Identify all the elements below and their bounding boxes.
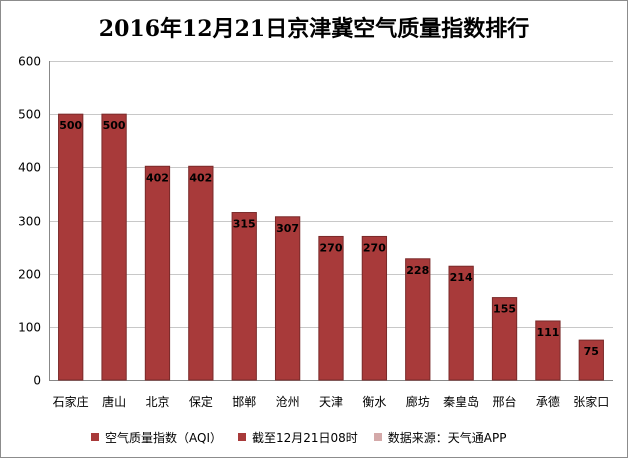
- data-label-保定: 402: [189, 171, 212, 184]
- data-label-衡水: 270: [363, 241, 386, 254]
- x-tick-label-张家口: 张家口: [573, 394, 609, 409]
- data-label-廊坊: 228: [406, 264, 429, 277]
- legend-item-aqi: 空气质量指数（AQI）: [91, 429, 222, 445]
- x-tick-label-邢台: 邢台: [493, 394, 517, 409]
- x-tick-label-石家庄: 石家庄: [53, 394, 89, 409]
- bar-保定: [188, 165, 214, 381]
- bar-秦皇岛: [448, 265, 474, 381]
- bar-张家口: [578, 339, 604, 381]
- x-tick-label-廊坊: 廊坊: [406, 394, 430, 409]
- x-tick-label-沧州: 沧州: [276, 394, 300, 409]
- bar-天津: [318, 235, 344, 381]
- y-tick-label-400: 400: [18, 161, 41, 175]
- chart-legend: 空气质量指数（AQI） 截至12月21日08时 数据来源：天气通APP: [91, 429, 611, 445]
- data-label-北京: 402: [146, 171, 169, 184]
- bar-唐山: [101, 113, 127, 381]
- x-tick-label-衡水: 衡水: [362, 395, 386, 409]
- legend-swatch-time: [237, 433, 246, 441]
- bar-承德: [535, 320, 561, 381]
- bar-北京: [144, 165, 171, 381]
- data-label-秦皇岛: 214: [450, 271, 473, 284]
- data-label-邢台: 155: [493, 303, 516, 316]
- data-label-石家庄: 500: [59, 119, 82, 132]
- data-label-唐山: 500: [103, 119, 126, 132]
- x-tick-label-北京: 北京: [145, 395, 169, 409]
- y-tick-label-600: 600: [18, 55, 41, 69]
- legend-item-source: 数据来源：天气通APP: [373, 429, 507, 445]
- x-tick-label-天津: 天津: [319, 395, 343, 409]
- bar-廊坊: [405, 258, 431, 381]
- legend-label-source: 数据来源：天气通APP: [387, 430, 507, 445]
- bar-邢台: [491, 297, 518, 381]
- x-tick-label-邯郸: 邯郸: [232, 394, 256, 409]
- data-label-沧州: 307: [276, 222, 299, 235]
- x-tick-label-保定: 保定: [189, 394, 213, 409]
- bar-邯郸: [231, 212, 257, 381]
- y-tick-label-500: 500: [18, 108, 41, 122]
- legend-item-time: 截至12月21日08时: [237, 429, 358, 445]
- legend-swatch-source: [373, 433, 382, 441]
- x-tick-label-承德: 承德: [536, 394, 560, 409]
- legend-label-time: 截至12月21日08时: [251, 430, 358, 445]
- x-tick-label-秦皇岛: 秦皇岛: [443, 394, 479, 409]
- data-label-张家口: 75: [584, 345, 599, 358]
- bar-衡水: [361, 235, 388, 381]
- y-tick-label-0: 0: [33, 374, 41, 388]
- y-tick-label-100: 100: [18, 321, 41, 335]
- y-tick-label-200: 200: [18, 268, 41, 282]
- legend-swatch-aqi: [91, 433, 99, 441]
- data-label-邯郸: 315: [233, 218, 256, 231]
- data-label-天津: 270: [320, 241, 343, 254]
- bar-石家庄: [58, 113, 84, 381]
- x-tick-label-唐山: 唐山: [102, 394, 126, 409]
- y-tick-label-300: 300: [18, 215, 41, 229]
- data-label-承德: 111: [536, 326, 559, 339]
- legend-label-aqi: 空气质量指数（AQI）: [105, 430, 222, 445]
- bar-沧州: [274, 216, 301, 381]
- chart-title: 2016年12月21日京津冀空气质量指数排行: [98, 16, 530, 42]
